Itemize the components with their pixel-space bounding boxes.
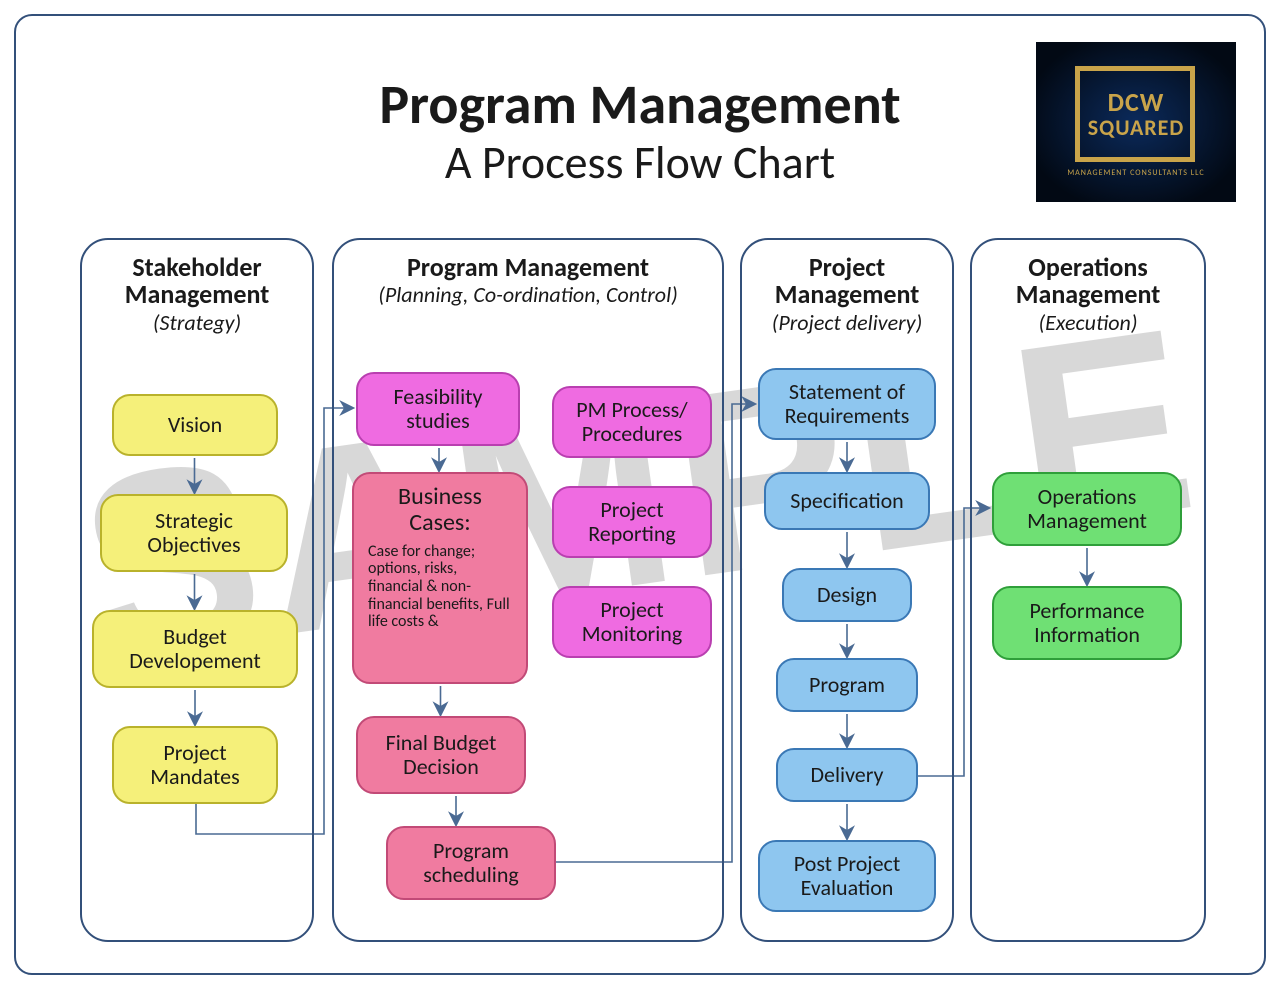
- node-label-top: Business Cases:: [368, 484, 512, 537]
- column-header: Project Management(Project delivery): [742, 240, 952, 338]
- logo-line1: DCW: [1088, 91, 1185, 114]
- column-subtitle: (Project delivery): [752, 311, 942, 334]
- column-header: Program Management(Planning, Co-ordinati…: [334, 240, 722, 310]
- node-delivery: Delivery: [776, 748, 918, 802]
- node-preport: Project Reporting: [552, 486, 712, 558]
- node-opsmgmt: Operations Management: [992, 472, 1182, 546]
- column-title: Program Management: [344, 254, 712, 281]
- node-design: Design: [782, 568, 912, 622]
- column-title: Operations Management: [982, 254, 1194, 309]
- logo: DCW SQUARED MANAGEMENT CONSULTANTS LLC: [1036, 42, 1236, 202]
- column-c1: Stakeholder Management(Strategy): [80, 238, 314, 942]
- node-stratobj: Strategic Objectives: [100, 494, 288, 572]
- column-header: Stakeholder Management(Strategy): [82, 240, 312, 338]
- page-frame: SAMPLE Program Management A Process Flow…: [14, 14, 1266, 975]
- node-feas: Feasibility studies: [356, 372, 520, 446]
- node-perfinfo: Performance Information: [992, 586, 1182, 660]
- node-vision: Vision: [112, 394, 278, 456]
- node-postproj: Post Project Evaluation: [758, 840, 936, 912]
- node-sor: Statement of Requirements: [758, 368, 936, 440]
- node-bcase: Business Cases: Case for change; options,…: [352, 472, 528, 684]
- node-program: Program: [776, 658, 918, 712]
- node-label-sub: Case for change; options, risks, financi…: [368, 543, 512, 631]
- column-subtitle: (Strategy): [92, 311, 302, 334]
- column-title: Project Management: [752, 254, 942, 309]
- column-title: Stakeholder Management: [92, 254, 302, 309]
- node-spec: Specification: [764, 472, 930, 530]
- node-pmonitor: Project Monitoring: [552, 586, 712, 658]
- logo-line2: SQUARED: [1088, 114, 1185, 141]
- node-budget: Budget Developement: [92, 610, 298, 688]
- column-subtitle: (Execution): [982, 311, 1194, 334]
- logo-line3: MANAGEMENT CONSULTANTS LLC: [1067, 168, 1204, 178]
- column-subtitle: (Planning, Co-ordination, Control): [344, 283, 712, 306]
- node-pmproc: PM Process/ Procedures: [552, 386, 712, 458]
- column-header: Operations Management(Execution): [972, 240, 1204, 338]
- node-finalbud: Final Budget Decision: [356, 716, 526, 794]
- node-sched: Program scheduling: [386, 826, 556, 900]
- node-mandates: Project Mandates: [112, 726, 278, 804]
